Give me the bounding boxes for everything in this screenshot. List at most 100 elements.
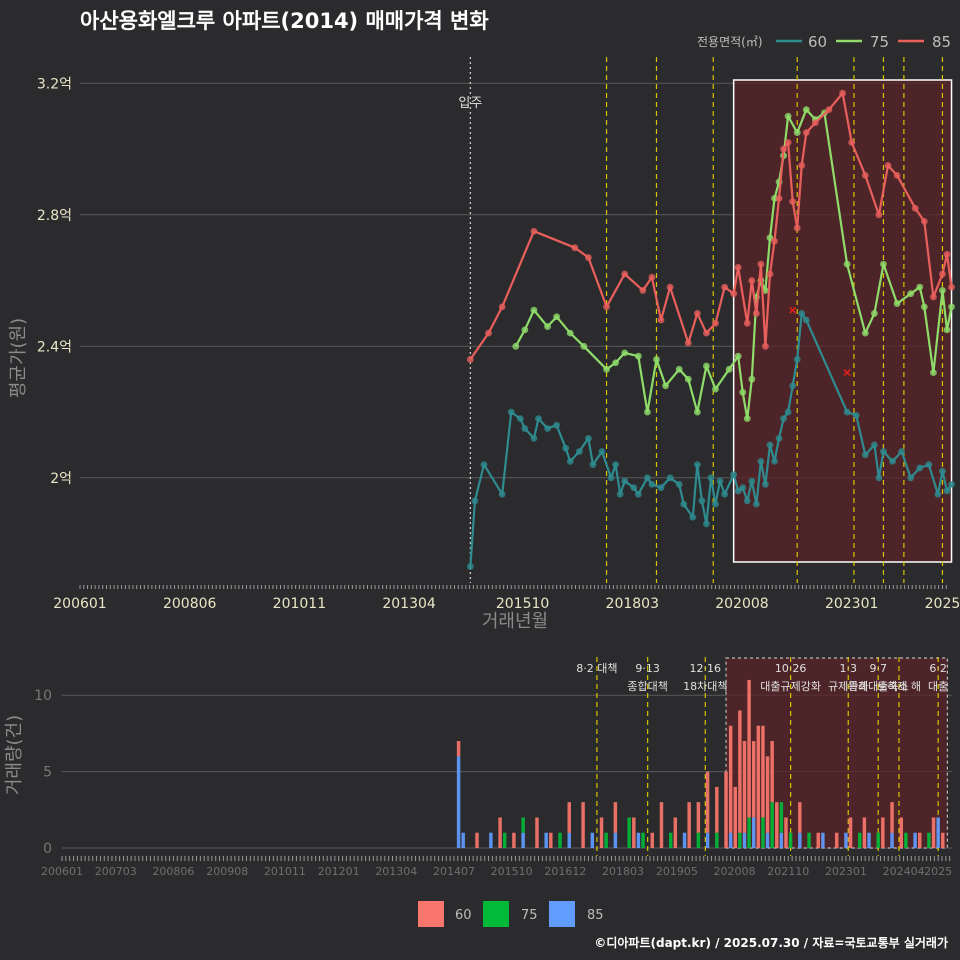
series-point-75-41 <box>907 290 915 298</box>
x-tick-label-6: 202008 <box>715 596 768 612</box>
bar-85-1 <box>461 832 465 848</box>
series-point-85-24 <box>766 270 774 278</box>
price-policy-lines: 입주 <box>458 57 944 583</box>
bar-85-24 <box>936 817 940 848</box>
bar-75-8 <box>715 832 719 848</box>
bar-75-13 <box>779 802 784 833</box>
series-point-75-26 <box>762 287 769 294</box>
volume-axes: 0 5 10 200601 200703 200806 200908 201011 201201… <box>34 688 952 878</box>
x-tick-label-0: 200601 <box>53 596 106 612</box>
y-tick-label-2: 2.8억 <box>37 208 72 224</box>
series-point-85-18 <box>734 264 742 271</box>
x-tick-label-3: 201304 <box>382 596 436 612</box>
x-tick-label-8: 2025 <box>925 596 960 612</box>
volume-x-tick-6: 201304 <box>375 865 417 878</box>
series-point-60-52 <box>798 310 806 317</box>
series-point-85-36 <box>848 139 856 146</box>
bar-85-4 <box>521 832 525 848</box>
volume-x-tick-8: 201510 <box>491 865 533 878</box>
series-point-85-7 <box>621 270 629 278</box>
series-point-60-22 <box>634 490 642 498</box>
series-point-60-11 <box>562 444 570 452</box>
series-point-85-41 <box>911 204 919 212</box>
series-point-75-36 <box>843 260 851 268</box>
bar-75-19 <box>927 832 931 848</box>
volume-legend-label-85: 85 <box>587 908 604 923</box>
bar-75-16 <box>858 832 862 848</box>
series-point-85-6 <box>603 303 610 311</box>
volume-x-tick-1: 200703 <box>95 865 137 878</box>
series-point-85-34 <box>825 106 833 113</box>
price-series <box>466 89 955 570</box>
series-point-85-40 <box>893 171 901 179</box>
series-point-60-48 <box>780 415 787 423</box>
series-point-75-13 <box>662 382 669 390</box>
series-point-75-22 <box>743 415 751 423</box>
policy-label-7: 대출 <box>928 680 948 693</box>
series-point-85-5 <box>584 254 592 261</box>
x-axis-title: 거래년월 <box>482 611 548 632</box>
series-point-85-38 <box>875 211 883 219</box>
bar-60-30 <box>784 817 788 848</box>
series-point-85-44 <box>939 270 946 278</box>
move-in-label: 입주 <box>458 96 482 111</box>
series-point-60-15 <box>589 461 597 469</box>
x-tick-label-2: 201011 <box>273 596 326 612</box>
series-point-60-24 <box>648 480 656 488</box>
series-point-60-56 <box>861 451 869 459</box>
bar-60-3 <box>512 832 516 848</box>
credit-text: ©디아파트(dapt.kr) / 2025.07.30 / 자료=국토교통부 실… <box>594 935 948 950</box>
bar-85-23 <box>913 832 917 848</box>
cancelled-mark-1 <box>843 369 851 377</box>
series-point-75-15 <box>684 375 692 383</box>
series-point-60-19 <box>616 490 624 498</box>
volume-x-tick-4: 201011 <box>264 865 306 878</box>
bar-75-2 <box>558 832 562 848</box>
bar-85-12 <box>705 832 710 848</box>
bar-85-14 <box>742 832 747 848</box>
legend-box-75 <box>483 901 509 927</box>
bar-75-3 <box>604 832 608 848</box>
bar-75-7 <box>696 832 701 848</box>
bar-85-17 <box>779 832 784 848</box>
series-point-60-51 <box>793 356 801 363</box>
series-point-60-36 <box>721 490 728 498</box>
series-point-60-50 <box>789 382 797 390</box>
series-point-75-0 <box>512 342 520 350</box>
series-point-60-40 <box>743 497 751 505</box>
series-point-60-13 <box>575 448 583 455</box>
series-point-60-62 <box>907 474 915 482</box>
series-point-60-64 <box>925 461 933 469</box>
series-point-60-25 <box>657 484 665 492</box>
series-point-85-9 <box>648 273 656 281</box>
volume-x-tick-7: 201407 <box>433 865 475 878</box>
volume-policy-lines: 8·2 대책 9·13 종합대책 12·16 18차대책 10·26 대출규제강화 1·3 규제… <box>576 657 948 856</box>
series-point-60-46 <box>771 457 778 465</box>
series-point-60-32 <box>703 520 710 528</box>
policy-label-3: 대출규제강화 <box>760 680 821 693</box>
series-point-85-12 <box>684 339 692 347</box>
bar-85-3 <box>489 832 493 848</box>
volume-y-tick-1: 5 <box>43 765 52 781</box>
series-point-85-32 <box>802 129 810 137</box>
bar-60-13 <box>673 817 678 848</box>
volume-y-tick-0: 0 <box>43 841 52 857</box>
series-point-60-1 <box>471 497 479 505</box>
x-tick-label-5: 201803 <box>606 596 659 612</box>
series-point-85-29 <box>789 198 797 206</box>
series-point-85-35 <box>839 89 846 97</box>
policy-label-5: 특례대출축소 <box>848 680 909 693</box>
volume-x-tick-11: 201905 <box>656 865 698 878</box>
volume-x-tick-10: 201803 <box>602 865 644 878</box>
bar-60-6 <box>567 802 571 833</box>
bar-60-28 <box>770 741 774 803</box>
bar-75-6 <box>668 832 673 848</box>
bar-60-2 <box>498 817 502 848</box>
series-point-75-12 <box>653 356 660 363</box>
series-point-85-8 <box>639 287 647 294</box>
series-point-85-1 <box>485 329 492 337</box>
bar-85-9 <box>636 832 641 848</box>
volume-legend: 60 75 85 <box>418 901 604 927</box>
bar-60-4 <box>535 817 539 848</box>
chart-title: 아산용화엘크루 아파트(2014) 매매가격 변화 <box>80 9 489 33</box>
